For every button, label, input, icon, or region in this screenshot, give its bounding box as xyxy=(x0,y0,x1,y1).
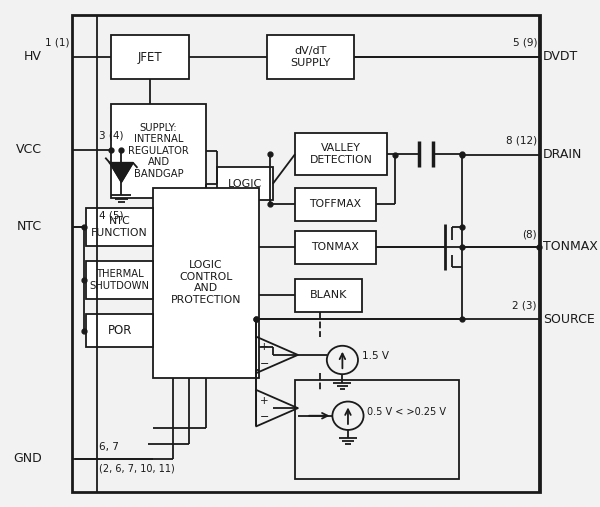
Text: THERMAL
SHUTDOWN: THERMAL SHUTDOWN xyxy=(90,269,150,291)
Text: −: − xyxy=(260,412,269,422)
Text: 3 (4): 3 (4) xyxy=(98,130,123,140)
Text: +: + xyxy=(260,395,269,406)
Text: +: + xyxy=(260,342,269,352)
Text: NTC
FUNCTION: NTC FUNCTION xyxy=(91,216,148,238)
Bar xyxy=(86,261,153,299)
Bar xyxy=(295,188,376,221)
Bar xyxy=(295,380,460,479)
Bar xyxy=(295,133,387,175)
Text: SOURCE: SOURCE xyxy=(543,313,595,326)
Text: BLANK: BLANK xyxy=(310,291,347,300)
Text: LOGIC
CONTROL
AND
PROTECTION: LOGIC CONTROL AND PROTECTION xyxy=(171,260,241,305)
Text: JFET: JFET xyxy=(138,51,163,63)
Text: 8 (12): 8 (12) xyxy=(506,135,537,146)
Polygon shape xyxy=(110,163,133,182)
Bar xyxy=(86,314,153,347)
Text: (2, 6, 7, 10, 11): (2, 6, 7, 10, 11) xyxy=(98,464,174,474)
Bar xyxy=(73,15,540,492)
Text: (8): (8) xyxy=(522,229,537,239)
Text: 5 (9): 5 (9) xyxy=(513,38,537,48)
Bar xyxy=(112,35,189,79)
Text: DVDT: DVDT xyxy=(543,50,578,63)
Bar xyxy=(153,188,259,378)
Text: HV: HV xyxy=(24,50,42,63)
Text: DRAIN: DRAIN xyxy=(543,148,582,161)
Text: NTC: NTC xyxy=(17,220,42,233)
Text: 1 (1): 1 (1) xyxy=(44,38,69,48)
Text: dV/dT
SUPPLY: dV/dT SUPPLY xyxy=(290,46,331,68)
Text: LOGIC: LOGIC xyxy=(228,179,262,189)
Bar xyxy=(217,167,273,200)
Text: GND: GND xyxy=(13,452,42,465)
Text: 2 (3): 2 (3) xyxy=(512,300,537,310)
Bar xyxy=(112,104,206,198)
Bar xyxy=(295,279,362,312)
Text: TONMAX: TONMAX xyxy=(543,240,598,254)
Bar xyxy=(295,231,376,264)
Bar xyxy=(267,35,353,79)
Text: 1.5 V: 1.5 V xyxy=(362,351,389,361)
Text: 6, 7: 6, 7 xyxy=(98,442,118,452)
Text: TOFFMAX: TOFFMAX xyxy=(310,199,362,209)
Text: POR: POR xyxy=(107,324,132,337)
Text: 0.5 V < >0.25 V: 0.5 V < >0.25 V xyxy=(367,407,446,417)
Bar xyxy=(86,208,153,246)
Text: SUPPLY:
INTERNAL
REGULATOR
AND
BANDGAP: SUPPLY: INTERNAL REGULATOR AND BANDGAP xyxy=(128,123,189,179)
Text: VCC: VCC xyxy=(16,143,42,156)
Text: 4 (5): 4 (5) xyxy=(98,210,123,220)
Text: VALLEY
DETECTION: VALLEY DETECTION xyxy=(310,143,373,165)
Text: −: − xyxy=(260,359,269,369)
Text: TONMAX: TONMAX xyxy=(311,242,359,252)
